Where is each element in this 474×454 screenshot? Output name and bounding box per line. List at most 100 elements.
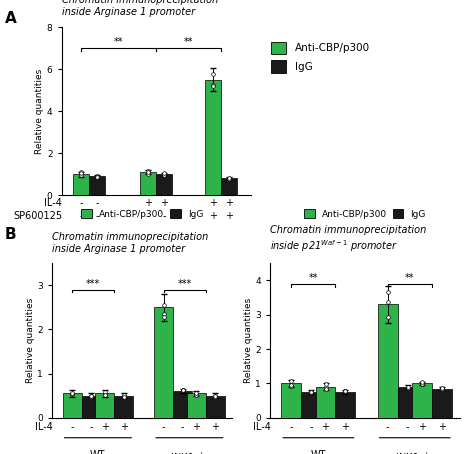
Point — [308, 388, 315, 395]
Text: A: A — [5, 11, 17, 26]
Text: +: + — [341, 422, 349, 432]
Point — [226, 175, 233, 183]
Point — [87, 393, 95, 400]
Bar — [187, 394, 206, 418]
Bar — [140, 172, 156, 195]
Point — [120, 394, 128, 401]
Text: +: + — [321, 422, 329, 432]
Bar — [301, 392, 321, 418]
Point — [210, 81, 217, 89]
Bar — [114, 395, 133, 418]
Text: ***: *** — [86, 278, 100, 288]
Point — [438, 385, 446, 393]
Point — [93, 173, 101, 181]
Point — [226, 175, 233, 182]
Point — [77, 169, 85, 176]
Bar — [63, 394, 82, 418]
Text: **: ** — [405, 272, 414, 282]
Point — [438, 385, 446, 392]
Point — [179, 386, 186, 394]
Bar — [82, 395, 100, 418]
Y-axis label: Relative quantities: Relative quantities — [35, 69, 44, 154]
Point — [160, 313, 167, 320]
Point — [93, 173, 101, 181]
Bar — [156, 174, 173, 195]
Legend: Anti-CBP/p300, IgG: Anti-CBP/p300, IgG — [271, 41, 370, 73]
Text: IL-4: IL-4 — [44, 198, 62, 208]
Text: IL-4: IL-4 — [253, 422, 271, 432]
Point — [120, 392, 128, 399]
Y-axis label: Relative quantities: Relative quantities — [244, 298, 253, 383]
Text: JNK1$^{-/-}$: JNK1$^{-/-}$ — [170, 450, 210, 454]
Text: **: ** — [184, 37, 193, 47]
Text: +: + — [100, 422, 109, 432]
Bar — [155, 307, 173, 418]
Point — [322, 380, 329, 388]
Point — [418, 380, 426, 387]
Point — [308, 388, 315, 395]
Point — [145, 168, 152, 175]
Text: WT: WT — [310, 450, 326, 454]
Y-axis label: Relative quantities: Relative quantities — [26, 298, 35, 383]
Text: -: - — [95, 198, 99, 208]
Text: **: ** — [114, 37, 124, 47]
Point — [322, 385, 329, 392]
Point — [160, 301, 167, 309]
Point — [211, 392, 219, 399]
Point — [192, 389, 200, 396]
Text: -: - — [95, 211, 99, 221]
Point — [101, 391, 109, 399]
Point — [179, 386, 186, 393]
Bar — [398, 387, 418, 418]
Text: -: - — [79, 198, 83, 208]
Text: -: - — [310, 422, 313, 432]
Text: -: - — [71, 422, 74, 432]
Text: -: - — [181, 422, 184, 432]
Point — [384, 288, 392, 296]
Bar — [336, 392, 356, 418]
Text: +: + — [160, 198, 168, 208]
Bar — [89, 176, 105, 195]
Text: +: + — [119, 422, 128, 432]
Point — [418, 379, 426, 386]
Text: Chromatin immunoprecipitation
inside Arginase 1 promoter: Chromatin immunoprecipitation inside Arg… — [52, 232, 209, 254]
Bar — [412, 383, 432, 418]
Bar — [282, 383, 301, 418]
Point — [77, 171, 85, 178]
Text: ***: *** — [178, 278, 192, 288]
Text: -: - — [163, 211, 166, 221]
Point — [101, 388, 109, 395]
Point — [101, 390, 109, 397]
Point — [418, 380, 426, 388]
Point — [68, 391, 76, 398]
Text: **: ** — [309, 272, 318, 282]
Point — [87, 392, 95, 400]
Point — [211, 393, 219, 400]
Point — [384, 298, 392, 305]
Text: -: - — [146, 211, 150, 221]
Bar — [205, 80, 221, 195]
Point — [192, 391, 200, 399]
Point — [404, 385, 411, 392]
Point — [288, 377, 295, 385]
Text: +: + — [418, 422, 426, 432]
Text: +: + — [192, 422, 200, 432]
Bar — [221, 178, 237, 195]
Point — [384, 313, 392, 321]
Text: +: + — [211, 422, 219, 432]
Point — [145, 167, 152, 174]
Bar — [316, 387, 336, 418]
Point — [211, 392, 219, 400]
Bar — [95, 394, 114, 418]
Text: +: + — [210, 211, 217, 221]
Legend: Anti-CBP/p300, IgG: Anti-CBP/p300, IgG — [304, 209, 426, 219]
Bar — [378, 305, 398, 418]
Point — [120, 392, 128, 399]
Bar — [173, 391, 192, 418]
Text: Chromatin immunoprecipitation
inside p21$^{Waf-1}$ promoter: Chromatin immunoprecipitation inside p21… — [270, 225, 427, 254]
Text: +: + — [225, 211, 233, 221]
Point — [77, 170, 85, 177]
Point — [308, 389, 315, 396]
Text: +: + — [438, 422, 446, 432]
Text: IL-4: IL-4 — [35, 422, 53, 432]
